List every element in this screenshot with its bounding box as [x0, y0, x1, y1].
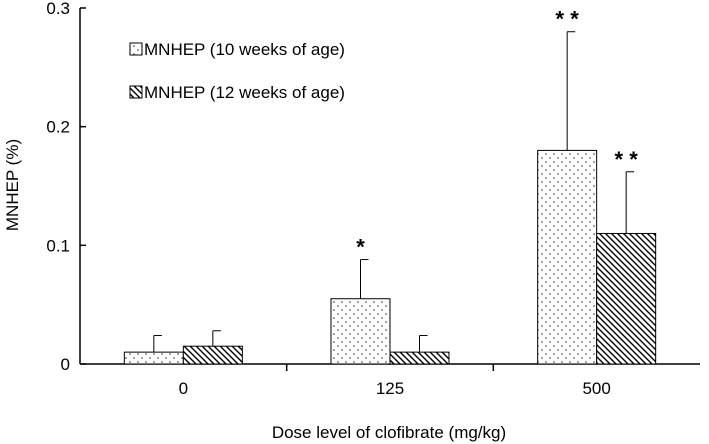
x-axis-title: Dose level of clofibrate (mg/kg) — [272, 423, 506, 442]
x-tick-label-0: 0 — [179, 379, 188, 398]
legend-swatch-12-weeks — [129, 85, 143, 99]
x-tick-label-2: 500 — [582, 379, 610, 398]
y-tick-label-3: 0.3 — [46, 0, 70, 18]
bar-s1-c1 — [389, 351, 450, 365]
y-axis-title: MNHEP (%) — [3, 139, 22, 231]
x-tick-label-1: 125 — [376, 379, 404, 398]
bar-s0-c0 — [123, 351, 184, 365]
legend-label-12-weeks: MNHEP (12 weeks of age) — [144, 83, 345, 102]
y-tick-label-2: 0.2 — [46, 118, 70, 137]
y-tick-label-1: 0.1 — [46, 236, 70, 255]
labels: 0 0.1 0.2 0.3 0 125 * 500 * * * * — [46, 0, 638, 398]
legend-swatch-10-weeks — [129, 42, 143, 56]
significance-marker-s0-c1: * — [356, 235, 365, 260]
y-tick-label-0: 0 — [61, 355, 70, 374]
bar-s1-c0 — [182, 345, 243, 365]
legend: MNHEP (10 weeks of age) MNHEP (12 weeks … — [129, 40, 345, 102]
significance-marker-s0-c2: * * — [556, 7, 580, 32]
bar-s0-c2 — [537, 149, 598, 365]
bars — [123, 31, 657, 365]
significance-marker-s1-c2: * * — [615, 147, 639, 172]
bar-s0-c1 — [330, 298, 391, 365]
bar-s1-c2 — [596, 232, 657, 365]
legend-label-10-weeks: MNHEP (10 weeks of age) — [144, 40, 345, 59]
